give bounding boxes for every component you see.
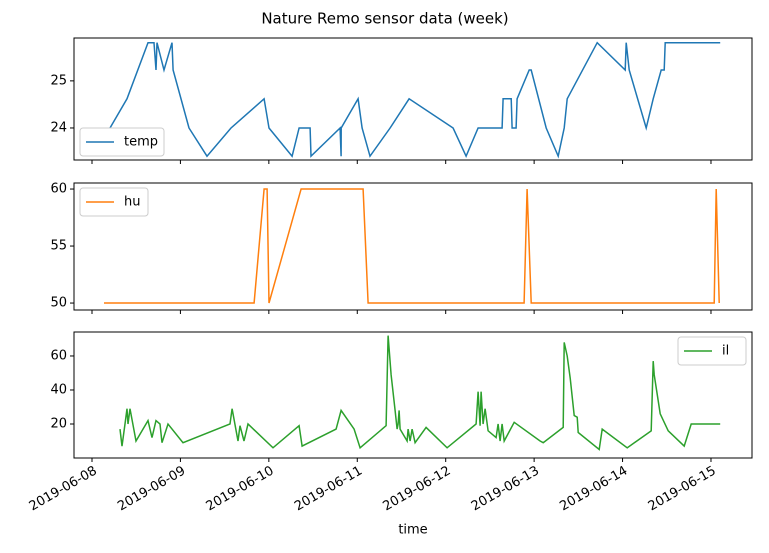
- series-line: [104, 188, 720, 304]
- x-tick-label: 2019-06-12: [381, 464, 454, 515]
- x-tick-label: 2019-06-09: [115, 464, 188, 515]
- plot-frame: [73, 37, 753, 161]
- y-tick-label: 55: [50, 239, 67, 254]
- legend-label: hu: [124, 195, 140, 210]
- plot-frame: [73, 331, 753, 459]
- y-tick-label: 60: [50, 182, 67, 197]
- x-axis-label: time: [398, 523, 427, 538]
- plot-frame: [73, 182, 753, 311]
- x-tick-label: 2019-06-08: [27, 464, 100, 515]
- y-tick-label: 50: [50, 296, 67, 311]
- x-tick-label: 2019-06-10: [204, 464, 277, 515]
- y-tick-label: 25: [50, 73, 67, 88]
- legend-label: il: [722, 344, 729, 359]
- y-tick-label: 60: [50, 348, 67, 363]
- figure-title: Nature Remo sensor data (week): [261, 10, 508, 28]
- y-tick-label: 40: [50, 382, 67, 397]
- legend-box: [79, 127, 165, 157]
- x-tick-label: 2019-06-14: [557, 464, 630, 515]
- legend-label: temp: [124, 135, 158, 150]
- y-tick-label: 24: [50, 120, 67, 135]
- x-tick-label: 2019-06-11: [292, 464, 365, 515]
- x-tick-label: 2019-06-15: [646, 464, 719, 515]
- series-line: [119, 335, 721, 451]
- x-tick-label: 2019-06-13: [469, 464, 542, 515]
- y-tick-label: 20: [50, 416, 67, 431]
- series-line: [109, 41, 721, 159]
